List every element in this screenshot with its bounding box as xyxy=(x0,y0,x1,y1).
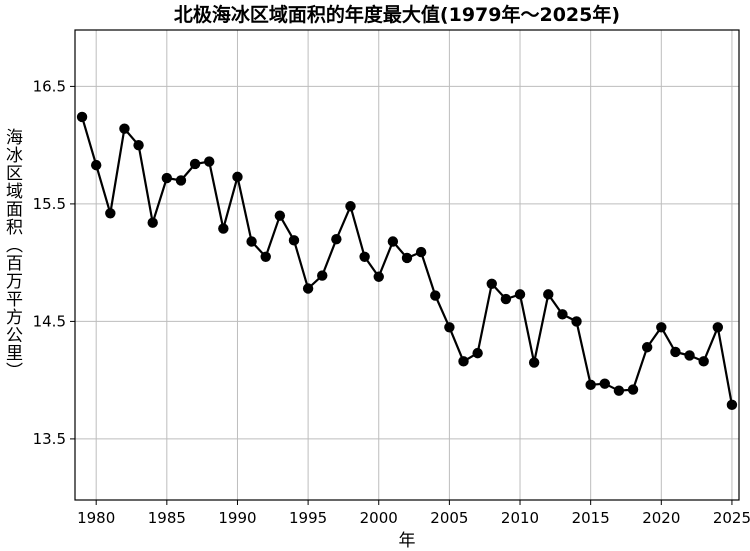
data-point xyxy=(345,201,356,212)
data-point xyxy=(656,322,667,333)
x-axis-ticks: 1980 1985 1990 1995 2000 2005 2010 2015 2020 2025 xyxy=(77,500,750,527)
y-tick-label: 13.5 xyxy=(33,430,66,448)
data-point xyxy=(401,252,413,264)
data-point xyxy=(670,346,681,358)
data-point xyxy=(387,236,399,247)
data-point xyxy=(444,322,455,333)
data-point xyxy=(486,278,497,289)
x-tick-label: 1985 xyxy=(148,509,186,527)
data-point xyxy=(260,251,271,262)
data-point xyxy=(613,385,625,396)
y-axis-ticks: 13.5 14.5 15.5 16.5 xyxy=(33,77,75,448)
data-point xyxy=(472,347,483,359)
data-point xyxy=(147,217,158,228)
data-point xyxy=(189,158,201,170)
x-tick-label: 2000 xyxy=(360,509,398,527)
data-point xyxy=(317,270,328,281)
data-point xyxy=(430,290,441,301)
data-point xyxy=(204,156,215,167)
data-point xyxy=(161,172,173,184)
data-point xyxy=(359,251,370,262)
data-point xyxy=(133,139,144,151)
data-points xyxy=(76,111,738,411)
data-point xyxy=(246,236,257,247)
y-tick-label: 15.5 xyxy=(33,195,66,213)
data-point xyxy=(331,233,342,245)
data-point xyxy=(585,379,596,391)
data-point xyxy=(557,309,568,320)
x-tick-label: 2015 xyxy=(572,509,610,527)
data-point xyxy=(274,210,286,221)
data-point xyxy=(641,342,653,353)
y-tick-label: 14.5 xyxy=(33,312,66,330)
data-point xyxy=(599,378,610,389)
data-point xyxy=(105,208,116,219)
data-point xyxy=(76,111,88,123)
data-point xyxy=(232,171,243,183)
x-axis-label: 年 xyxy=(399,531,416,551)
data-point xyxy=(712,322,724,333)
data-point xyxy=(528,357,540,368)
grid-lines xyxy=(75,30,739,500)
data-point xyxy=(175,175,187,186)
data-point xyxy=(684,350,695,361)
data-point xyxy=(373,271,384,282)
data-point xyxy=(698,356,709,367)
y-tick-label: 16.5 xyxy=(33,77,66,95)
x-tick-label: 1990 xyxy=(218,509,256,527)
data-point xyxy=(543,289,554,300)
plot-frame xyxy=(74,29,740,501)
data-point xyxy=(302,283,314,294)
x-tick-label: 1980 xyxy=(77,509,115,527)
data-point xyxy=(627,384,639,395)
x-tick-label: 2005 xyxy=(430,509,468,527)
x-tick-label: 2025 xyxy=(713,509,750,527)
data-point xyxy=(119,123,130,134)
x-tick-label: 2010 xyxy=(501,509,539,527)
data-point xyxy=(288,235,300,246)
data-point xyxy=(500,293,512,305)
data-point xyxy=(415,246,427,258)
data-point xyxy=(458,356,469,367)
data-point xyxy=(218,223,229,234)
data-point xyxy=(571,316,582,327)
chart-title: 北极海冰区域面积的年度最大值(1979年～2025年) xyxy=(174,3,620,26)
y-axis-label: 海冰区域面积（百万平方公里） xyxy=(2,128,22,380)
data-point xyxy=(726,399,738,411)
data-point xyxy=(514,289,526,300)
x-tick-label: 1995 xyxy=(289,509,327,527)
data-point xyxy=(90,159,102,171)
x-tick-label: 2020 xyxy=(642,509,680,527)
